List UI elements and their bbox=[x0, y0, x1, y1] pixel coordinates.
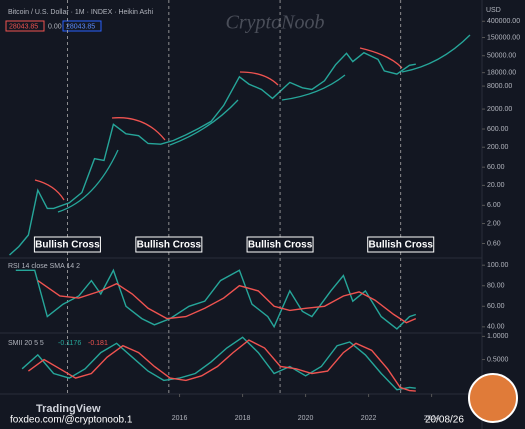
legend: SMII 20 5 5 bbox=[8, 340, 44, 347]
annotation: Bullish Cross bbox=[248, 240, 313, 251]
ask-box bbox=[62, 20, 102, 32]
series-line bbox=[27, 339, 416, 392]
arrows bbox=[34, 47, 403, 201]
y-tick-label: 80.00 bbox=[487, 283, 505, 290]
series-line bbox=[9, 51, 416, 256]
y-tick-label: 600.00 bbox=[487, 126, 509, 133]
series-line bbox=[21, 336, 416, 391]
x-tick-label: 2016 bbox=[172, 415, 188, 422]
series-line bbox=[15, 268, 417, 330]
brand: TradingView bbox=[36, 403, 101, 415]
legend: RSI 14 close SMA 14 2 bbox=[8, 263, 80, 270]
y-tick-label: 60.00 bbox=[487, 303, 505, 310]
currency: USD bbox=[486, 7, 501, 14]
y-tick-label: 150000.00 bbox=[487, 34, 520, 41]
y-tick-label: 2000.00 bbox=[487, 106, 512, 113]
y-tick-label: 0.5000 bbox=[487, 356, 509, 363]
y-tick-label: 6.00 bbox=[487, 202, 501, 209]
y-tick-label: 0.60 bbox=[487, 240, 501, 247]
arrows bbox=[57, 34, 471, 213]
x-tick-label: 2020 bbox=[298, 415, 314, 422]
spread: 0.00 bbox=[48, 23, 62, 30]
ask: 28043.85 bbox=[66, 23, 95, 30]
annotation: Bullish Cross bbox=[137, 240, 202, 251]
y-tick-label: 2.00 bbox=[487, 220, 501, 227]
y-tick-label: 400000.00 bbox=[487, 18, 520, 25]
x-tick-label: 2018 bbox=[235, 415, 251, 422]
y-tick-label: 60.00 bbox=[487, 164, 505, 171]
annotation: Bullish Cross bbox=[368, 240, 433, 251]
y-tick-label: 1.0000 bbox=[487, 333, 509, 340]
annotation-box bbox=[246, 236, 314, 253]
x-tick-label: 2024 bbox=[424, 415, 440, 422]
bid: 28043.85 bbox=[9, 23, 38, 30]
y-tick-label: 8000.00 bbox=[487, 83, 512, 90]
date: 20/08/26 bbox=[425, 415, 464, 426]
annotation-box bbox=[135, 236, 203, 253]
y-tick-label: 40.00 bbox=[487, 324, 505, 331]
avatar bbox=[468, 373, 518, 423]
series-line bbox=[37, 280, 417, 324]
watermark: CryptoNoob bbox=[226, 12, 325, 34]
y-tick-label: 50000.00 bbox=[487, 53, 516, 60]
annotation: Bullish Cross bbox=[35, 240, 100, 251]
annotation-box bbox=[33, 236, 101, 253]
symbol: Bitcoin / U.S. Dollar · 1M · INDEX · Hei… bbox=[8, 9, 154, 16]
y-tick-label: 18000.00 bbox=[487, 70, 516, 77]
x-tick-label: 2022 bbox=[361, 415, 377, 422]
bid-box bbox=[5, 20, 45, 32]
source: foxdeo.com/@cryptonoob.1 bbox=[10, 415, 133, 426]
annotation-box bbox=[367, 236, 435, 253]
y-tick-label: 200.00 bbox=[487, 144, 509, 151]
legend-value: -0.181 bbox=[88, 340, 108, 347]
y-tick-label: 20.00 bbox=[487, 182, 505, 189]
y-tick-label: 100.00 bbox=[487, 262, 509, 269]
legend-value: -0.1176 bbox=[58, 340, 81, 347]
